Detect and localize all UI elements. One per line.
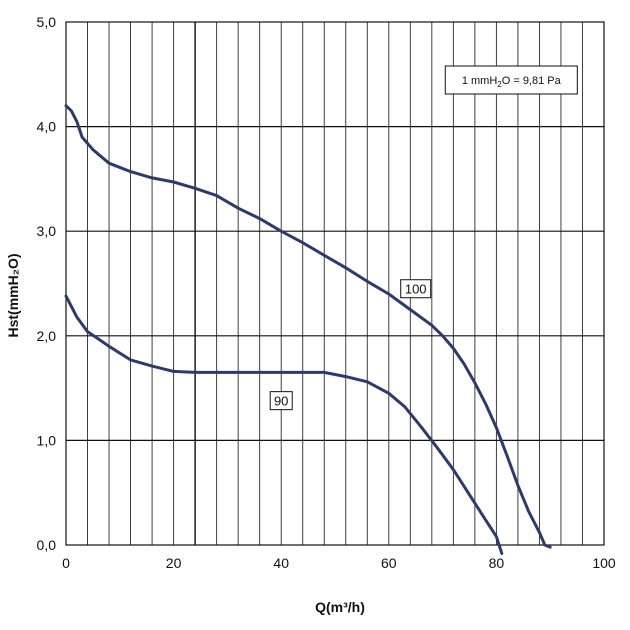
series-label-frame xyxy=(269,391,293,411)
series-labels: 100 90 xyxy=(269,279,432,411)
y-tick-label: 0,0 xyxy=(37,537,57,553)
unit-note-text: 1 mmH2O = 9,81 Pa xyxy=(462,75,562,89)
series-label-frame xyxy=(400,279,432,299)
plot-background xyxy=(66,22,604,545)
y-tick-label: 4,0 xyxy=(37,119,57,135)
x-tick-label: 0 xyxy=(62,555,70,571)
x-tick-label: 80 xyxy=(489,555,505,571)
y-tick-label: 1,0 xyxy=(37,432,57,448)
y-tick-label: 2,0 xyxy=(37,328,57,344)
y-axis-title: Hst(mmH₂O) xyxy=(5,254,21,338)
unit-note-suffix: O = 9,81 Pa xyxy=(502,75,562,87)
series-label-100: 100 xyxy=(405,282,427,297)
series-line-100 xyxy=(64,104,552,549)
series-label-90: 90 xyxy=(274,394,288,409)
unit-note-subscript: 2 xyxy=(497,80,502,89)
x-tick-label: 40 xyxy=(273,555,289,571)
y-tick-label: 3,0 xyxy=(37,223,57,239)
plot-area xyxy=(66,22,604,545)
plot-frame xyxy=(65,21,605,546)
y-tick-label: 5,0 xyxy=(37,14,57,30)
series-line-90 xyxy=(64,294,504,555)
unit-note-frame xyxy=(444,65,578,95)
tick-labels: 0 20 40 60 80 100 0,0 1,0 2,0 3,0 4,0 5,0 xyxy=(37,14,616,571)
x-tick-label: 60 xyxy=(381,555,397,571)
unit-note-prefix: 1 mmH xyxy=(462,75,498,87)
x-tick-label: 20 xyxy=(166,555,182,571)
major-gridlines xyxy=(66,22,604,545)
x-axis-title: Q(m³/h) xyxy=(315,599,365,615)
x-tick-label: 100 xyxy=(592,555,616,571)
unit-note-box: 1 mmH2O = 9,81 Pa xyxy=(444,65,578,95)
series-lines xyxy=(64,104,552,555)
